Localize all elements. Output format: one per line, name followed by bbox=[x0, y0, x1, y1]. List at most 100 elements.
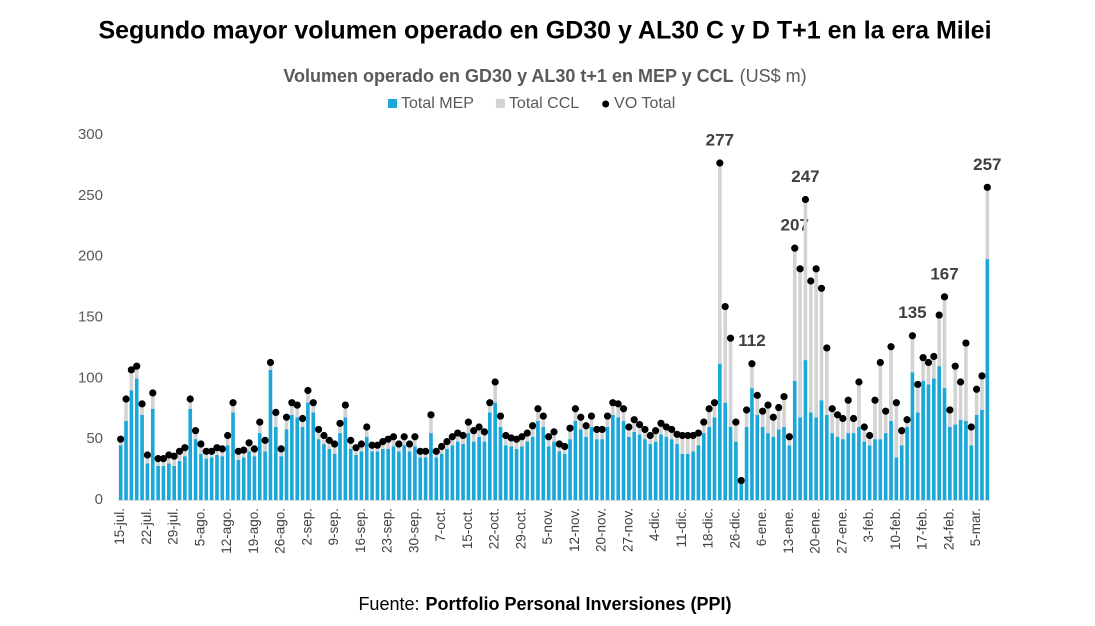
total-marker bbox=[384, 435, 392, 443]
bar-segment bbox=[921, 380, 925, 500]
bar-segment bbox=[611, 414, 615, 500]
bar-segment bbox=[905, 419, 909, 427]
bar-segment bbox=[643, 439, 647, 500]
bar-segment bbox=[568, 439, 572, 500]
bar-segment bbox=[701, 422, 706, 434]
bar-segment bbox=[445, 448, 449, 500]
y-tick-label: 200 bbox=[78, 248, 103, 265]
x-tick-label: 12-nov. bbox=[567, 508, 582, 552]
bar-segment bbox=[252, 456, 257, 500]
bar-segment bbox=[589, 416, 594, 427]
bar-segment bbox=[825, 347, 829, 415]
total-marker bbox=[940, 293, 949, 301]
bar-segment bbox=[199, 444, 203, 454]
bar-segment bbox=[541, 427, 546, 500]
total-marker bbox=[668, 425, 676, 434]
total-marker bbox=[475, 423, 483, 431]
bar-segment bbox=[627, 427, 631, 437]
bar-segment bbox=[680, 453, 685, 500]
x-tick-label: 20-ene. bbox=[808, 508, 823, 554]
bar-segment bbox=[723, 306, 728, 403]
total-marker bbox=[919, 354, 927, 362]
bar-segment bbox=[669, 429, 674, 440]
total-marker bbox=[550, 428, 558, 436]
bar-segment bbox=[830, 408, 835, 434]
total-marker bbox=[796, 265, 804, 273]
bar-segment bbox=[193, 439, 198, 500]
bar-segment bbox=[145, 454, 150, 464]
bar-segment bbox=[632, 431, 637, 500]
bar-segment bbox=[627, 436, 631, 500]
bar-segment bbox=[755, 414, 760, 500]
bar-segment bbox=[552, 441, 556, 500]
bar-segment bbox=[857, 427, 861, 500]
bar-segment bbox=[316, 429, 321, 440]
bar-segment bbox=[921, 357, 925, 381]
total-marker bbox=[438, 442, 446, 451]
bar-segment bbox=[760, 411, 765, 427]
total-marker bbox=[363, 423, 371, 431]
data-label: 207 bbox=[781, 216, 809, 235]
total-marker bbox=[577, 413, 585, 421]
bar-segment bbox=[750, 388, 754, 500]
total-marker bbox=[603, 412, 612, 420]
bar-segment bbox=[413, 436, 417, 447]
total-marker bbox=[924, 358, 933, 367]
total-marker bbox=[539, 412, 547, 420]
total-marker bbox=[887, 343, 895, 351]
bar-segment bbox=[268, 362, 273, 370]
total-marker bbox=[272, 408, 280, 416]
bar-segment bbox=[263, 451, 267, 500]
total-marker bbox=[935, 311, 943, 319]
total-marker bbox=[143, 451, 152, 459]
bar-segment bbox=[343, 417, 348, 500]
total-marker bbox=[261, 436, 269, 444]
bar-segment bbox=[204, 458, 209, 500]
bar-segment bbox=[348, 440, 353, 449]
bar-segment bbox=[477, 427, 481, 437]
total-marker bbox=[710, 399, 719, 407]
total-marker bbox=[801, 195, 810, 204]
data-label: 167 bbox=[930, 264, 958, 283]
bar-segment bbox=[199, 453, 203, 500]
total-marker bbox=[373, 441, 382, 449]
total-marker bbox=[775, 403, 783, 412]
bar-segment bbox=[338, 423, 342, 434]
bar-segment bbox=[803, 199, 808, 361]
bar-segment bbox=[354, 447, 358, 455]
bar-segment bbox=[514, 439, 519, 449]
bar-segment bbox=[782, 427, 786, 500]
bar-segment bbox=[386, 439, 390, 449]
y-tick-label: 250 bbox=[78, 187, 103, 204]
bar-segment bbox=[316, 439, 321, 500]
bar-segment bbox=[937, 366, 941, 500]
bar-segment bbox=[766, 405, 770, 434]
x-tick-label: 27-ene. bbox=[834, 508, 849, 554]
total-marker bbox=[529, 422, 537, 430]
total-marker bbox=[882, 407, 890, 415]
bar-segment bbox=[241, 457, 246, 500]
bar-segment bbox=[525, 441, 530, 500]
total-marker bbox=[844, 396, 852, 404]
total-marker bbox=[587, 412, 596, 420]
total-marker bbox=[978, 372, 986, 380]
total-marker bbox=[619, 405, 628, 413]
legend-swatch bbox=[388, 99, 397, 108]
bar-segment bbox=[969, 427, 974, 446]
bar-segment bbox=[327, 448, 332, 500]
bar-segment bbox=[322, 435, 326, 445]
bar-segment bbox=[172, 456, 176, 466]
bar-segment bbox=[332, 453, 337, 500]
bar-segment bbox=[878, 439, 883, 500]
x-tick-label: 2-sep. bbox=[299, 508, 314, 546]
total-marker bbox=[716, 159, 724, 167]
bar-segment bbox=[445, 441, 449, 449]
bar-segment bbox=[461, 435, 465, 445]
bar-segment bbox=[418, 457, 423, 500]
bar-segment bbox=[616, 403, 621, 418]
total-marker bbox=[914, 380, 922, 389]
x-tick-label: 27-nov. bbox=[620, 508, 635, 552]
bar-segment bbox=[257, 433, 262, 500]
bar-segment bbox=[241, 450, 246, 458]
bar-segment bbox=[685, 435, 690, 454]
